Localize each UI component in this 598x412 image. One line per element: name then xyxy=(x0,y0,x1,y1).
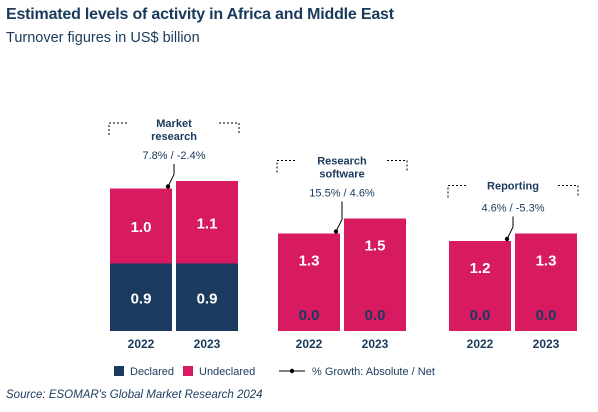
value-label-undeclared: 1.1 xyxy=(197,215,218,232)
category-label: 2022 xyxy=(296,337,323,351)
legend-growth-dot xyxy=(289,368,295,374)
bar-undeclared xyxy=(110,188,172,264)
group-bracket-left xyxy=(447,185,468,198)
value-label-undeclared: 1.3 xyxy=(299,253,320,270)
group-label: research xyxy=(151,131,197,143)
value-label-declared: 0.0 xyxy=(536,307,557,324)
group-label: Market xyxy=(156,118,192,130)
legend-label-declared: Declared xyxy=(130,366,174,378)
source-note: Source: ESOMAR's Global Market Research … xyxy=(6,389,263,401)
value-label-undeclared: 1.3 xyxy=(536,253,557,270)
growth-connector-angle xyxy=(506,226,514,240)
category-label: 2022 xyxy=(128,337,155,351)
bar-declared xyxy=(176,263,238,331)
legend-swatch-declared xyxy=(114,366,124,376)
value-label-declared: 0.0 xyxy=(299,307,320,324)
bar-undeclared xyxy=(449,241,511,331)
bar-undeclared xyxy=(278,233,340,331)
category-label: 2023 xyxy=(362,337,389,351)
chart-subtitle: Turnover figures in US$ billion xyxy=(6,30,200,46)
bar-declared xyxy=(110,263,172,331)
value-label-declared: 0.0 xyxy=(470,307,491,324)
growth-connector-angle xyxy=(335,219,343,232)
growth-dot xyxy=(165,184,171,189)
legend-label-growth: % Growth: Absolute / Net xyxy=(312,366,435,378)
group-bracket-right xyxy=(219,122,240,135)
category-label: 2023 xyxy=(194,337,221,351)
group-bracket-right xyxy=(558,185,579,198)
value-label-undeclared: 1.2 xyxy=(470,260,491,277)
value-label-declared: 0.9 xyxy=(197,290,218,307)
chart-title: Estimated levels of activity in Africa a… xyxy=(6,6,394,23)
growth-connector-angle xyxy=(167,174,175,187)
bar-undeclared xyxy=(176,181,238,264)
value-label-declared: 0.0 xyxy=(365,307,386,324)
group-label: Reporting xyxy=(487,181,539,193)
group-bracket-left xyxy=(276,160,297,173)
growth-label: 7.8% / -2.4% xyxy=(143,150,206,162)
category-label: 2023 xyxy=(533,337,560,351)
growth-dot xyxy=(333,229,339,234)
value-label-undeclared: 1.0 xyxy=(131,219,152,236)
bar-undeclared xyxy=(344,218,406,331)
growth-label: 15.5% / 4.6% xyxy=(309,188,375,200)
bar-undeclared xyxy=(515,233,577,331)
group-label: Research xyxy=(317,156,367,168)
value-label-undeclared: 1.5 xyxy=(365,238,386,255)
group-bracket-right xyxy=(387,160,408,173)
legend-swatch-undeclared xyxy=(183,366,193,376)
group-label: software xyxy=(319,169,364,181)
growth-label: 4.6% / -5.3% xyxy=(482,203,545,215)
value-label-declared: 0.9 xyxy=(131,290,152,307)
group-bracket-left xyxy=(108,122,129,135)
category-label: 2022 xyxy=(467,337,494,351)
growth-dot xyxy=(504,236,510,242)
legend-label-undeclared: Undeclared xyxy=(199,366,255,378)
